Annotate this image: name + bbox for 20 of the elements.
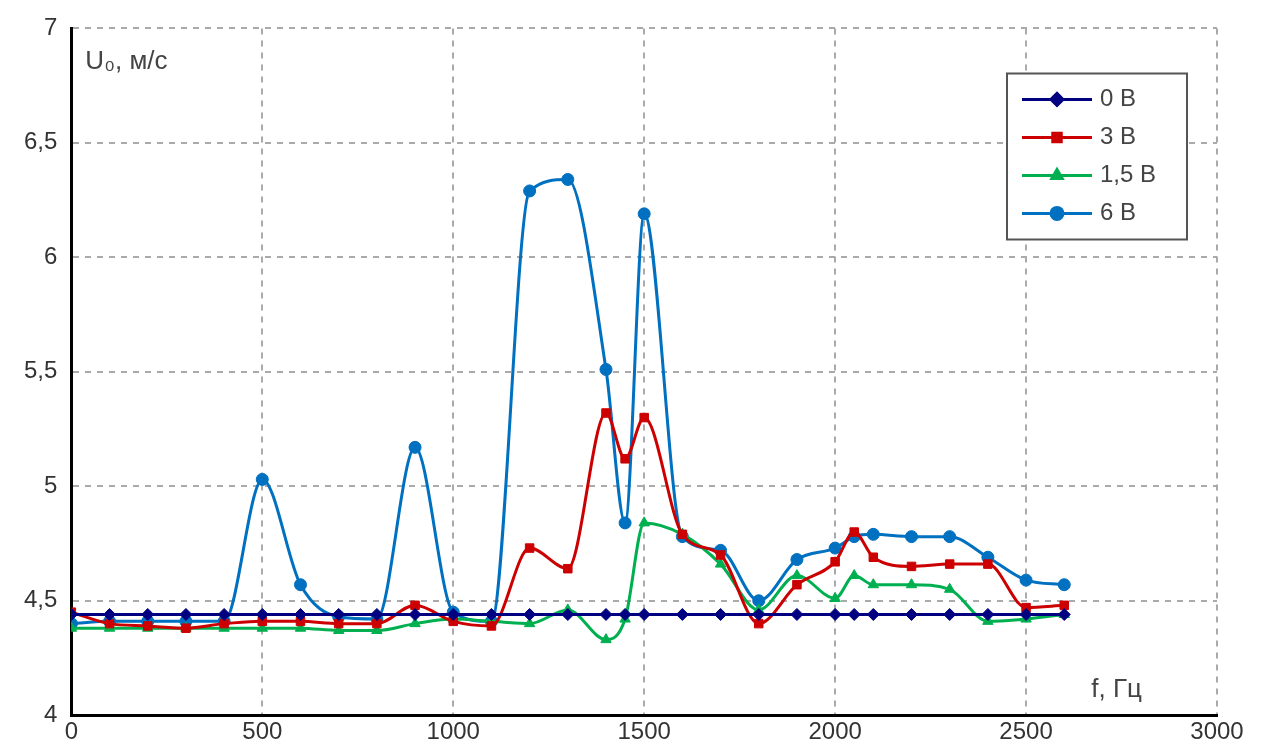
y-axis-title: U₀, м/с — [85, 44, 168, 75]
x-tick-label: 1500 — [617, 717, 671, 745]
x-tick-label: 3000 — [1190, 717, 1244, 745]
y-tick-label: 4,5 — [23, 585, 58, 613]
x-axis-title: f, Гц — [1091, 673, 1143, 704]
x-tick-label: 2500 — [999, 717, 1053, 745]
y-tick-label: 7 — [44, 13, 58, 41]
y-tick-label: 5 — [44, 470, 58, 498]
y-tick-label: 6 — [44, 241, 58, 269]
legend-label: 0 В — [1100, 84, 1137, 112]
y-tick-label: 4 — [44, 699, 58, 727]
y-tick-label: 6,5 — [23, 127, 58, 155]
x-tick-label: 500 — [242, 717, 283, 745]
x-tick-label: 2000 — [808, 717, 862, 745]
legend-label: 3 В — [1100, 122, 1137, 150]
legend-label: 6 В — [1100, 198, 1137, 226]
x-tick-label: 1000 — [426, 717, 480, 745]
y-tick-label: 5,5 — [23, 356, 58, 384]
legend-label: 1,5 В — [1100, 160, 1157, 188]
x-tick-label: 0 — [64, 717, 79, 745]
